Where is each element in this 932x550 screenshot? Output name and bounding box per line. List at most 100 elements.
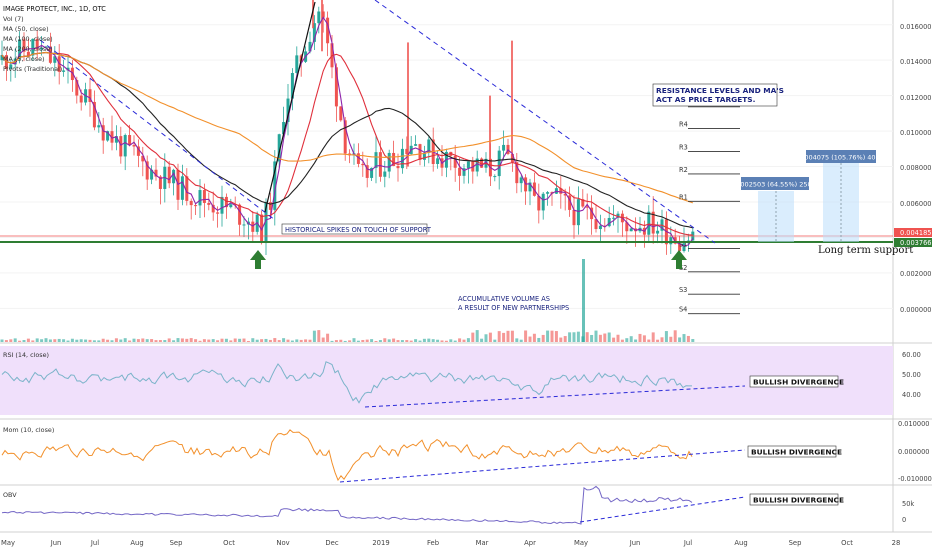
candle-body: [572, 209, 576, 226]
candle-body: [625, 222, 629, 232]
time-tick: Feb: [427, 539, 439, 547]
legend-line: Pivots (Traditional): [3, 65, 62, 73]
volume-bar: [35, 338, 39, 342]
rsi-divergence-line[interactable]: [364, 385, 746, 408]
volume-bar: [233, 338, 237, 342]
momentum-line: [1, 429, 693, 482]
volume-bar: [647, 339, 651, 342]
candle-body: [546, 192, 550, 194]
candle-body: [458, 167, 462, 176]
candle-body: [647, 211, 651, 235]
volume-bar: [251, 338, 255, 342]
volume-bar: [598, 334, 602, 342]
volume-bar: [53, 339, 57, 342]
support-price-value: 0.003766: [900, 239, 931, 247]
volume-bar: [334, 340, 338, 342]
volume-bar: [246, 340, 250, 342]
target-box-2[interactable]: [823, 163, 859, 242]
ma200-line: [1, 51, 693, 204]
candle-body: [480, 158, 484, 168]
volume-bar: [48, 339, 52, 342]
volume-bar: [550, 330, 554, 342]
volume-bar: [660, 337, 664, 342]
candle-body: [48, 46, 52, 63]
volume-bar: [392, 338, 396, 342]
time-tick: 28: [892, 539, 901, 547]
candle-body: [0, 55, 4, 61]
volume-bar: [634, 339, 638, 342]
volume-bar: [673, 330, 677, 342]
candle-body: [594, 219, 598, 230]
mom-divergence-label: BULLISH DIVERGENCE: [751, 448, 842, 457]
time-tick: 2019: [372, 539, 389, 547]
candle-body: [189, 200, 193, 206]
candle-body: [229, 204, 233, 208]
volume-bar: [110, 340, 114, 342]
volume-bar: [651, 332, 655, 342]
volume-bar: [145, 339, 149, 342]
volume-bar: [172, 340, 176, 342]
volume-bar: [356, 340, 360, 342]
volume-bar: [620, 339, 624, 342]
candle-body: [563, 193, 567, 196]
time-axis[interactable]: May Jun Jul Aug Sep Oct Nov Dec 2019 Feb Mar Apr May…: [1, 539, 900, 547]
volume-bar: [114, 338, 118, 342]
candle-body: [88, 89, 92, 102]
resistance-note-line-2: ACT AS PRICE TARGETS.: [656, 95, 756, 104]
candle-body: [198, 190, 202, 206]
volume-bar: [273, 338, 277, 342]
volume-bar: [422, 338, 426, 342]
volume-bar: [207, 339, 211, 342]
volume-bar: [136, 339, 140, 342]
volume-bar: [365, 339, 369, 342]
candle-body: [53, 56, 57, 63]
moving-averages: [1, 16, 694, 247]
candle-body: [537, 195, 541, 211]
volume-bar: [546, 330, 550, 342]
time-tick: Mar: [476, 539, 489, 547]
candle-body: [110, 131, 114, 143]
downtrend-line-1[interactable]: [39, 39, 276, 221]
volume-bar: [106, 339, 110, 342]
volume-bar: [216, 340, 220, 342]
mom-divergence-line[interactable]: [339, 449, 746, 483]
candle-body: [607, 217, 611, 227]
volume-bar: [88, 339, 92, 342]
mom-tick: 0.000000: [898, 448, 929, 456]
volume-bar: [312, 330, 316, 342]
candle-body: [123, 135, 127, 157]
volume-bar: [532, 333, 536, 342]
volume-bar: [607, 332, 611, 342]
candle-body: [312, 23, 316, 42]
downtrend-line-2[interactable]: [374, 0, 716, 244]
volume-bar: [57, 338, 61, 342]
candle-body: [158, 176, 162, 189]
candle-body: [18, 39, 22, 59]
candle-body: [427, 139, 431, 153]
candle-body: [220, 196, 224, 214]
candle-body: [216, 212, 220, 214]
volume-bar: [656, 339, 660, 342]
volume-bar: [260, 339, 264, 342]
volume-bar: [361, 339, 365, 342]
volume-bar: [582, 259, 585, 342]
price-axis[interactable]: 0.016000 0.014000 0.012000 0.010000 0.00…: [894, 23, 932, 314]
pivot-label-s3: S3: [679, 286, 687, 294]
volume-bar: [97, 340, 101, 342]
candle-body: [339, 106, 343, 121]
volume-note-line-1: ACCUMULATIVE VOLUME AS: [458, 295, 550, 303]
rsi-series: [1, 361, 692, 404]
volume-bar: [163, 340, 167, 342]
volume-bar: [119, 339, 123, 342]
volume-bar: [295, 339, 299, 342]
volume-bar: [568, 332, 572, 342]
target-label-2-bg: [806, 150, 876, 163]
volume-bar: [374, 340, 378, 342]
candle-body: [132, 145, 136, 147]
candle-body: [581, 199, 585, 207]
price-tick: 0.006000: [900, 200, 931, 208]
candle-body: [436, 158, 440, 164]
candle-body: [629, 228, 633, 232]
volume-bar: [40, 339, 44, 342]
